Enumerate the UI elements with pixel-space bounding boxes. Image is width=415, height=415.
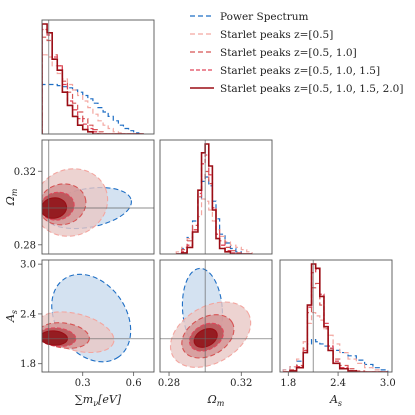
- histogram-series-1: [282, 312, 388, 372]
- legend-label: Starlet peaks z=[0.5, 1.0, 1.5]: [220, 65, 380, 77]
- y-tick-label: 2.4: [20, 309, 36, 320]
- legend-label: Starlet peaks z=[0.5]: [220, 29, 333, 41]
- panel-content: [175, 140, 253, 254]
- histogram-series-4: [283, 263, 388, 372]
- y-axis-label-omega-m-sub: m: [10, 188, 19, 196]
- contour-series-4: [193, 328, 218, 348]
- panel-5: [279, 259, 393, 373]
- panel-2: [159, 139, 273, 255]
- panel-4: [159, 259, 273, 373]
- x-axis-label-omega-m: Ωm: [207, 393, 225, 408]
- x-axis-label-mnu-sub: ν: [93, 399, 98, 408]
- y-axis-label-omega-m: Ωm: [4, 188, 19, 206]
- y-axis-label-omega-m-main: Ω: [4, 196, 17, 206]
- y-tick-label: 0.28: [14, 240, 36, 251]
- panel-1: [41, 139, 155, 255]
- histogram-series-4: [176, 143, 253, 254]
- panel-frame: [41, 19, 155, 135]
- x-tick-label: 0.28: [158, 378, 180, 389]
- panel-content: [42, 20, 144, 134]
- y-tick-label: 0.32: [14, 167, 36, 178]
- x-axis-label-mnu: ∑mν[eV]: [75, 393, 122, 408]
- y-axis-label-as: As: [4, 310, 19, 323]
- histogram-series-0: [42, 83, 144, 134]
- x-axis-label-omega-m-main: Ω: [207, 393, 217, 406]
- panel-3: [41, 259, 155, 373]
- panel-frame: [41, 259, 155, 373]
- x-tick-label: 2.4: [330, 378, 346, 389]
- panel-content: [42, 140, 154, 254]
- x-axis-label-as-main: A: [329, 393, 338, 406]
- x-axis-label-mnu-unit: [eV]: [98, 393, 122, 406]
- x-tick-label: 0.3: [75, 378, 91, 389]
- x-tick-label: 0.32: [230, 378, 252, 389]
- legend-label: Power Spectrum: [220, 11, 309, 23]
- panel-frame: [159, 139, 273, 255]
- histogram-series-3: [283, 268, 388, 372]
- histogram-series-0: [176, 176, 253, 254]
- histogram-series-0: [282, 339, 389, 372]
- histogram-series-2: [176, 170, 253, 254]
- histogram-series-4: [42, 23, 144, 134]
- y-tick-label: 3.0: [20, 260, 36, 271]
- panel-0: [41, 19, 155, 135]
- panel-frame: [41, 139, 155, 255]
- x-tick-label: 0.6: [126, 378, 142, 389]
- histogram-series-3: [176, 154, 253, 254]
- panel-frame: [279, 259, 393, 373]
- x-axis-label-as-sub: s: [338, 399, 342, 408]
- panel-content: [282, 260, 389, 372]
- y-axis-label-as-main: A: [4, 314, 17, 323]
- histogram-series-1: [175, 198, 253, 254]
- panel-content: [160, 260, 272, 372]
- legend-label: Starlet peaks z=[0.5, 1.0]: [220, 47, 357, 59]
- x-tick-label: 3.0: [380, 378, 396, 389]
- x-axis-label-mnu-main: ∑m: [75, 393, 93, 406]
- y-tick-label: 1.8: [20, 359, 36, 370]
- y-axis-label-as-sub: s: [10, 310, 19, 314]
- panel-frame: [159, 259, 273, 373]
- x-axis-label-as: As: [329, 393, 342, 408]
- x-axis-label-omega-m-sub: m: [217, 399, 225, 408]
- x-tick-label: 1.8: [280, 378, 296, 389]
- panel-content: [42, 260, 154, 372]
- histogram-series-3: [42, 28, 144, 134]
- legend-label: Starlet peaks z=[0.5, 1.0, 1.5, 2.0]: [220, 83, 403, 95]
